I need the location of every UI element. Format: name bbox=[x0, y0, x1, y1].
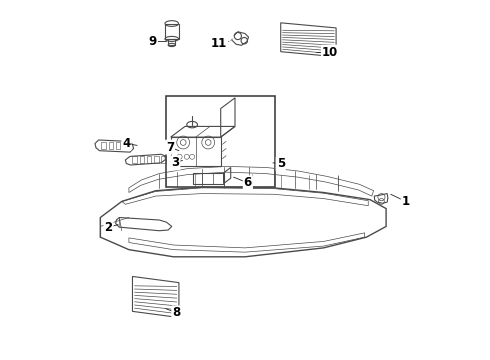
Bar bbox=[101, 143, 106, 149]
Bar bbox=[168, 39, 175, 45]
Bar bbox=[147, 157, 151, 163]
Text: 5: 5 bbox=[276, 157, 285, 170]
Bar bbox=[116, 143, 121, 149]
Text: 6: 6 bbox=[244, 176, 252, 189]
Text: 10: 10 bbox=[322, 46, 338, 59]
Bar bbox=[132, 157, 137, 163]
Text: 1: 1 bbox=[402, 195, 410, 208]
Text: 7: 7 bbox=[166, 141, 174, 154]
Text: 11: 11 bbox=[211, 37, 227, 50]
Bar bbox=[123, 143, 127, 149]
Text: 2: 2 bbox=[104, 221, 113, 234]
Bar bbox=[154, 157, 159, 163]
Bar bbox=[109, 143, 113, 149]
Text: 9: 9 bbox=[148, 35, 157, 48]
Text: 4: 4 bbox=[122, 137, 130, 150]
Text: 8: 8 bbox=[172, 306, 180, 319]
Bar bbox=[140, 157, 144, 163]
Bar bbox=[161, 157, 166, 163]
Bar bbox=[165, 23, 178, 39]
Text: 3: 3 bbox=[172, 156, 179, 169]
